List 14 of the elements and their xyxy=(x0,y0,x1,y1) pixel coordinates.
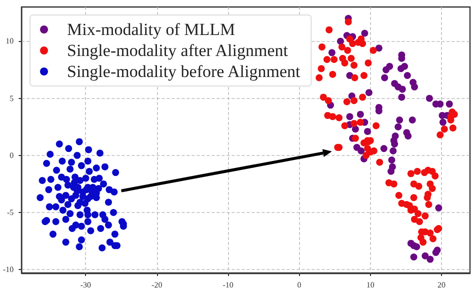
y-tick-label: -10 xyxy=(2,265,14,274)
y-tick-label: 0 xyxy=(10,150,14,160)
x-tick-label: -20 xyxy=(152,280,162,289)
y-tick-label: -5 xyxy=(6,208,14,217)
legend-label: Mix-modality of MLLM xyxy=(67,20,236,39)
x-tick-label: 20 xyxy=(438,280,446,289)
x-tick-label: -30 xyxy=(80,280,92,289)
y-tick-label: 5 xyxy=(10,94,14,103)
legend-label: Single-modality before Alignment xyxy=(67,62,301,81)
legend-label: Single-modality after Alignment xyxy=(67,41,288,60)
x-tick-label: 0 xyxy=(297,280,302,289)
y-tick-label: 10 xyxy=(6,36,14,46)
x-tick-label: -10 xyxy=(222,280,234,289)
x-tick-label: 10 xyxy=(366,280,374,289)
